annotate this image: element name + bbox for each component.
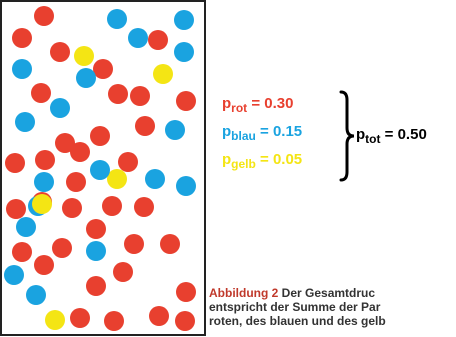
particle-red xyxy=(55,133,75,153)
caption-line-3: roten, des blauen und des gelb xyxy=(209,314,386,328)
particle-red xyxy=(12,28,32,48)
container-frame xyxy=(0,0,206,336)
particle-blue xyxy=(174,42,194,62)
particle-red xyxy=(66,172,86,192)
pressure-gelb-sub: gelb xyxy=(231,157,256,171)
pressure-blau-value: = 0.15 xyxy=(255,123,303,140)
particle-red xyxy=(52,238,72,258)
pressure-rot: prot = 0.30 xyxy=(222,96,293,114)
figure-caption: Abbildung 2 Der Gesamtdruc entspricht de… xyxy=(209,286,456,328)
particles-group xyxy=(4,6,196,331)
pressure-total: ptot = 0.50 xyxy=(356,126,427,146)
particle-red xyxy=(6,199,26,219)
pressure-blau: pblau = 0.15 xyxy=(222,124,302,142)
particle-yellow xyxy=(45,310,65,330)
particle-red xyxy=(70,308,90,328)
particle-red xyxy=(113,262,133,282)
particle-blue xyxy=(4,265,24,285)
caption-line-1: Abbildung 2 Der Gesamtdruc xyxy=(209,286,456,300)
gas-container-diagram xyxy=(0,0,206,336)
particle-red xyxy=(176,91,196,111)
particle-red xyxy=(102,196,122,216)
particle-red xyxy=(70,142,90,162)
particle-red xyxy=(130,86,150,106)
particle-red xyxy=(31,83,51,103)
pressure-total-sub: tot xyxy=(365,132,381,146)
particle-red xyxy=(104,311,124,331)
particle-red xyxy=(160,234,180,254)
particle-red xyxy=(12,242,32,262)
particle-yellow xyxy=(153,64,173,84)
particle-blue xyxy=(176,176,196,196)
caption-text-1: Der Gesamtdruc xyxy=(278,286,376,300)
particle-blue xyxy=(34,172,54,192)
pressure-rot-value: = 0.30 xyxy=(247,95,294,112)
particle-blue xyxy=(165,120,185,140)
particle-red xyxy=(86,219,106,239)
particle-red xyxy=(124,234,144,254)
particle-red xyxy=(134,197,154,217)
particle-blue xyxy=(86,241,106,261)
pressure-rot-p: p xyxy=(222,95,232,112)
particle-yellow xyxy=(74,46,94,66)
particle-blue xyxy=(15,112,35,132)
particle-red xyxy=(34,255,54,275)
particle-red xyxy=(176,282,196,302)
particle-red xyxy=(90,126,110,146)
particle-blue xyxy=(16,217,36,237)
pressure-blau-p: p xyxy=(222,123,232,140)
pressure-blau-sub: blau xyxy=(231,129,256,143)
pressure-gelb: pgelb = 0.05 xyxy=(222,152,302,170)
pressure-total-value: = 0.50 xyxy=(380,126,427,143)
particle-blue xyxy=(90,160,110,180)
particle-red xyxy=(148,30,168,50)
particle-red xyxy=(86,276,106,296)
particle-red xyxy=(108,84,128,104)
particle-blue xyxy=(26,285,46,305)
particle-blue xyxy=(12,59,32,79)
particle-red xyxy=(62,198,82,218)
particle-red xyxy=(35,150,55,170)
particle-blue xyxy=(145,169,165,189)
particle-red xyxy=(50,42,70,62)
caption-line-2: entspricht der Summe der Par xyxy=(209,300,381,314)
particle-red xyxy=(5,153,25,173)
particle-red xyxy=(93,59,113,79)
pressure-total-p: p xyxy=(356,126,366,143)
particle-blue xyxy=(174,10,194,30)
particle-blue xyxy=(128,28,148,48)
pressure-gelb-p: p xyxy=(222,151,232,168)
pressure-rot-sub: rot xyxy=(231,101,248,115)
particle-blue xyxy=(50,98,70,118)
particle-red xyxy=(149,306,169,326)
particle-red xyxy=(135,116,155,136)
particle-yellow xyxy=(32,194,52,214)
curly-brace-icon xyxy=(339,90,355,182)
particle-red xyxy=(175,311,195,331)
particle-blue xyxy=(107,9,127,29)
pressure-gelb-value: = 0.05 xyxy=(255,151,303,168)
particle-red xyxy=(34,6,54,26)
particle-yellow xyxy=(107,169,127,189)
particle-blue xyxy=(76,68,96,88)
caption-lead: Abbildung 2 xyxy=(209,286,279,300)
particle-red xyxy=(118,152,138,172)
